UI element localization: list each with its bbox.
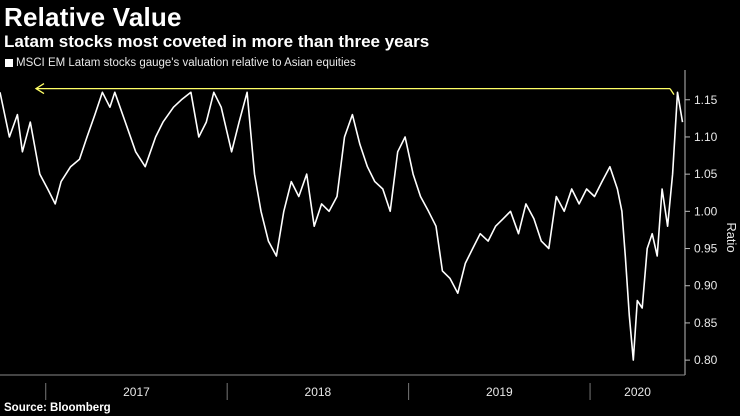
legend: MSCI EM Latam stocks gauge's valuation r… [5, 57, 356, 69]
y-tick-label: 1.10 [694, 130, 718, 144]
chart-subtitle: Latam stocks most coveted in more than t… [4, 32, 430, 51]
y-tick-label: 1.15 [694, 93, 718, 107]
x-axis: 2017 2018 2019 2020 [0, 374, 685, 400]
plot-area [0, 83, 684, 361]
legend-swatch [5, 59, 13, 67]
x-tick-label: 2019 [486, 385, 513, 399]
y-axis-label: Ratio [724, 222, 739, 252]
x-tick-label: 2018 [305, 385, 332, 399]
y-axis: 0.80 0.85 0.90 0.95 1.00 1.05 1.10 1.15 Ratio [684, 70, 739, 375]
x-tick-label: 2020 [624, 385, 651, 399]
series-line-0 [0, 91, 684, 361]
y-tick-label: 0.80 [694, 353, 718, 367]
y-tick-label: 0.95 [694, 242, 718, 256]
y-tick-label: 0.90 [694, 279, 718, 293]
y-tick-label: 1.00 [694, 204, 718, 218]
source-note: Source: Bloomberg [4, 402, 111, 414]
chart-title: Relative Value [4, 2, 182, 32]
y-tick-label: 1.05 [694, 167, 718, 181]
annotation-arrow-head [34, 83, 45, 95]
annotation-arrow-tail [669, 88, 675, 95]
legend-label: MSCI EM Latam stocks gauge's valuation r… [16, 57, 356, 69]
x-tick-label: 2017 [123, 385, 150, 399]
y-tick-label: 0.85 [694, 316, 718, 330]
